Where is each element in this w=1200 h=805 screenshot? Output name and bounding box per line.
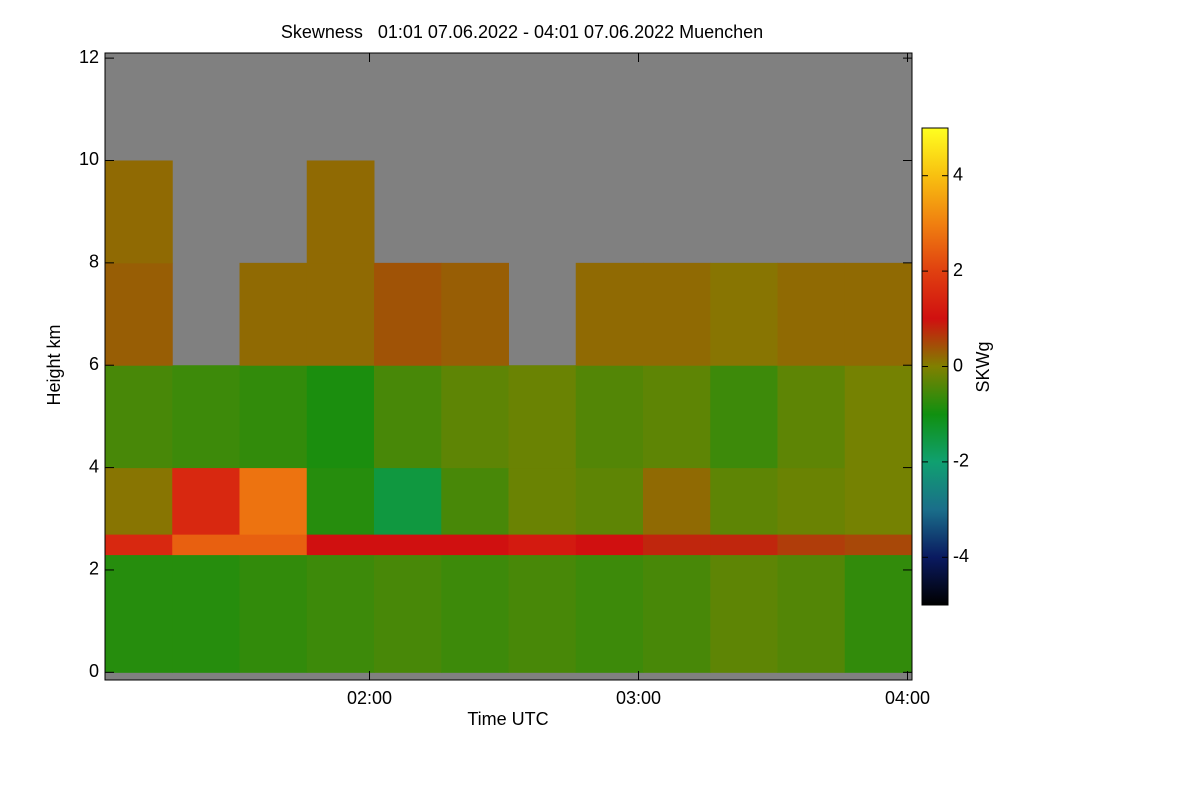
- colorbar-tick-label: 4: [953, 164, 963, 184]
- heatmap-cell: [441, 262, 509, 366]
- colorbar-tick-label: -2: [953, 451, 969, 471]
- heatmap-cell: [777, 554, 846, 673]
- heatmap-cell: [306, 554, 375, 673]
- heatmap-cell: [575, 262, 644, 366]
- plot-frame: [104, 52, 913, 681]
- y-tick-label: 10: [79, 149, 99, 169]
- heatmap-cell: [777, 262, 846, 366]
- heatmap-cell: [239, 262, 308, 366]
- heatmap-cell: [105, 160, 173, 264]
- y-axis-label: Height km: [44, 324, 64, 405]
- colorbar-label: SKWg: [973, 341, 993, 392]
- heatmap-cell: [710, 262, 778, 366]
- heatmap-cell: [306, 534, 375, 556]
- heatmap-cell: [105, 534, 173, 556]
- heatmap-cell: [239, 534, 308, 556]
- heatmap-cell: [306, 365, 375, 469]
- colorbar-tick-label: 2: [953, 260, 963, 280]
- heatmap-cell: [239, 554, 308, 673]
- heatmap-cell: [643, 262, 711, 366]
- heatmap-cell: [105, 262, 173, 366]
- y-tick-label: 4: [89, 456, 99, 476]
- heatmap-cell: [172, 554, 240, 673]
- heatmap-cell: [374, 365, 442, 469]
- heatmap-cell: [575, 534, 644, 556]
- heatmap-cell: [239, 467, 308, 535]
- heatmap-cell: [643, 467, 711, 535]
- colorbar-tick-label: 0: [953, 355, 963, 375]
- x-tick-label: 03:00: [616, 688, 661, 708]
- x-tick-label: 02:00: [347, 688, 392, 708]
- heatmap-cell: [239, 365, 308, 469]
- heatmap-cell: [105, 467, 173, 535]
- y-tick-label: 2: [89, 559, 99, 579]
- heatmap-cell: [844, 262, 913, 366]
- heatmap-cell: [105, 554, 173, 673]
- heatmap-cell: [374, 262, 442, 366]
- heatmap-cell: [777, 365, 846, 469]
- heatmap-cell: [575, 467, 644, 535]
- x-axis-label: Time UTC: [467, 709, 548, 729]
- heatmap-cell: [306, 467, 375, 535]
- y-tick-label: 8: [89, 252, 99, 272]
- heatmap-cell: [710, 554, 778, 673]
- y-tick-label: 12: [79, 47, 99, 67]
- heatmap-cell: [643, 365, 711, 469]
- heatmap-cell: [844, 467, 913, 535]
- heatmap-cell: [374, 534, 442, 556]
- heatmap-cell: [441, 554, 509, 673]
- heatmap-cell: [306, 160, 375, 264]
- heatmap-cell: [306, 262, 375, 366]
- heatmap-cell: [575, 554, 644, 673]
- heatmap-cell: [710, 365, 778, 469]
- heatmap-cell: [172, 534, 240, 556]
- heatmap-cell: [172, 467, 240, 535]
- heatmap-cell: [172, 365, 240, 469]
- x-tick-label: 04:00: [885, 688, 930, 708]
- y-tick-label: 0: [89, 661, 99, 681]
- heatmap-cell: [508, 365, 577, 469]
- heatmap-cell: [508, 554, 577, 673]
- heatmap-cell: [844, 534, 913, 556]
- heatmap-cell: [844, 365, 913, 469]
- heatmap-cell: [643, 534, 711, 556]
- colorbar-tick-label: -4: [953, 546, 969, 566]
- heatmap-cell: [575, 365, 644, 469]
- heatmap-cell: [441, 365, 509, 469]
- heatmap-cell: [508, 467, 577, 535]
- heatmap-cell: [777, 467, 846, 535]
- heatmap-cell: [105, 365, 173, 469]
- heatmap-cell: [710, 534, 778, 556]
- heatmap-cell: [374, 554, 442, 673]
- heatmap-cell: [844, 554, 913, 673]
- heatmap-cell: [374, 467, 442, 535]
- heatmap-cell: [777, 534, 846, 556]
- heatmap-cell: [441, 534, 509, 556]
- chart-title: Skewness 01:01 07.06.2022 - 04:01 07.06.…: [281, 22, 763, 42]
- y-tick-label: 6: [89, 354, 99, 374]
- heatmap-cell: [441, 467, 509, 535]
- heatmap-cell: [643, 554, 711, 673]
- heatmap-cell: [508, 534, 577, 556]
- heatmap-cell: [710, 467, 778, 535]
